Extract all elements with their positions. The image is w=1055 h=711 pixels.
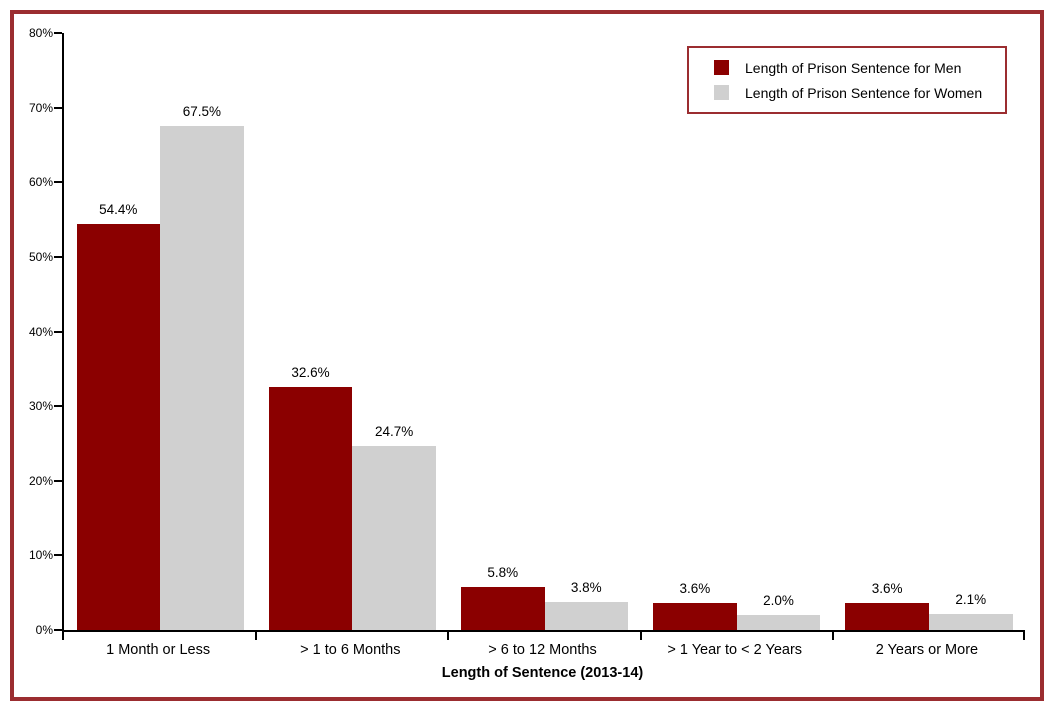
bar-data-label: 24.7% [374,423,414,439]
bar-data-label: 5.8% [487,564,519,580]
bar-men: 5.8% [460,565,545,630]
bar-men: 32.6% [268,365,353,630]
bar-men: 3.6% [653,581,737,630]
y-tick-label: 20% [28,473,53,488]
bar-women: 3.8% [544,580,629,630]
y-tick-mark [54,255,62,258]
bar-group: 3.6% 2.1% [833,33,1025,630]
y-tick-label: 80% [28,26,53,40]
y-tick-label: 50% [28,249,53,264]
y-tick-label: 30% [28,399,53,414]
bar-group: 54.4% 67.5% [64,33,256,630]
x-tick-mark [831,632,834,640]
y-tick-label: 0% [35,623,53,637]
legend-item-women: Length of Prison Sentence for Women [714,85,1005,101]
bar-data-label: 67.5% [182,104,222,120]
plot-area: 54.4% 67.5% 32.6% 24.7% 5.8% 3.8% 3.6% 2.0% 3.6%… [54,32,1025,640]
y-tick-mark [54,554,62,557]
bar-data-label: 54.4% [99,202,138,218]
bar-women: 67.5% [160,104,244,630]
x-category-label: > 1 to 6 Months [300,642,401,658]
bar-data-label: 3.6% [871,581,903,597]
x-category-label: 2 Years or More [875,642,979,658]
y-axis-labels: 0% 10% 20% 30% 40% 50% 60% 70% 80% [0,26,62,637]
y-tick-mark [54,629,62,631]
x-tick-mark [62,632,64,640]
bar-women: 2.0% [736,593,821,630]
bar-data-label: 32.6% [291,364,330,380]
legend: Length of Prison Sentence for Men Length… [687,46,1007,114]
bar-data-label: 2.1% [955,592,987,608]
bar-group: 5.8% 3.8% [448,33,640,630]
x-category-label: > 1 Year to < 2 Years [667,642,803,658]
bar-data-label: 3.8% [570,579,602,595]
bar-data-label: 2.0% [763,593,794,609]
chart-frame-border [10,10,1044,701]
y-tick-label: 60% [28,175,53,190]
x-tick-mark [1023,632,1025,640]
y-tick-mark [54,405,62,408]
x-category-labels: 1 Month or Less > 1 to 6 Months > 6 to 12 … [62,642,1023,658]
bar-men: 3.6% [845,581,929,630]
x-tick-mark [447,632,450,640]
x-category-label: 1 Month or Less [106,642,211,658]
x-tick-mark [255,632,258,640]
legend-item-men: Length of Prison Sentence for Men [714,60,1005,76]
y-tick-label: 70% [28,100,53,115]
y-tick-mark [54,181,62,184]
x-tick-mark [639,632,642,640]
bar-group: 3.6% 2.0% [641,33,833,630]
y-tick-mark [54,330,62,333]
x-category-label: > 6 to 12 Months [488,642,597,658]
bar-data-label: 3.6% [679,581,711,597]
bar-group: 32.6% 24.7% [256,33,448,630]
y-tick-label: 10% [28,548,53,563]
bar-women: 2.1% [928,592,1013,630]
bar-men: 54.4% [76,202,161,630]
legend-swatch-women [714,85,729,100]
y-tick-mark [54,32,62,34]
bars-row: 54.4% 67.5% 32.6% 24.7% 5.8% 3.8% 3.6% 2.0% 3.6%… [64,33,1025,630]
legend-swatch-men [714,60,729,75]
legend-label-women: Length of Prison Sentence for Women [745,84,983,101]
y-tick-mark [54,479,62,482]
y-tick-label: 40% [28,324,53,339]
bar-women: 24.7% [352,424,436,630]
legend-label-men: Length of Prison Sentence for Men [745,59,962,76]
x-axis-title: Length of Sentence (2013-14) [441,665,644,681]
y-tick-mark [54,106,62,109]
